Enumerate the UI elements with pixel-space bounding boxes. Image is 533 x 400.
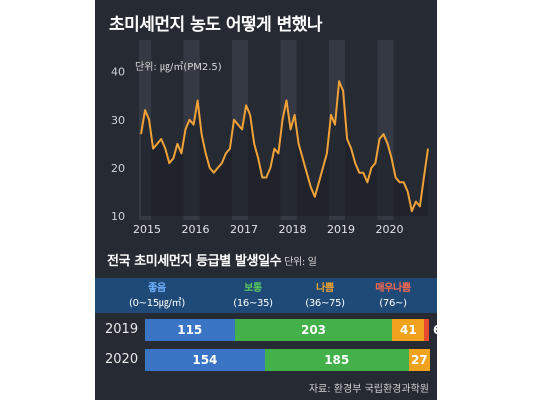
grade-segment: 154 xyxy=(145,349,265,371)
grade-good-name: 좋음 xyxy=(148,283,166,294)
line-chart-unit: 단위: ㎍/㎥(PM2.5) xyxy=(135,62,222,73)
grade-good-range: (0~15㎍/㎥) xyxy=(129,298,185,309)
bar-chart-title: 전국 초미세먼지 등급별 발생일수 단위: 일 xyxy=(107,250,317,269)
bar-chart-unit: 단위: 일 xyxy=(284,257,317,268)
x-tick-label: 2020 xyxy=(376,223,404,236)
infographic-card: 초미세먼지 농도 어떻게 변했나 10 20 30 40 2015 2016 2017 201… xyxy=(95,0,437,400)
source-note: 자료: 환경부 국립환경과학원 xyxy=(308,384,429,395)
grade-bad-header: 나쁨 (36~75) xyxy=(283,281,367,311)
year-label: 2019 xyxy=(105,322,139,337)
grade-normal-name: 보통 xyxy=(244,283,262,294)
grade-segment xyxy=(424,319,429,341)
grade-segment: 185 xyxy=(264,349,409,371)
grade-very-bad-range: (76~) xyxy=(379,298,407,309)
grade-segment-label: 6 xyxy=(433,319,437,341)
pm25-line-chart: 10 20 30 40 2015 2016 2017 2018 2019 2020 xyxy=(111,40,429,236)
y-tick-label: 40 xyxy=(111,66,125,79)
grade-segment: 115 xyxy=(145,319,235,341)
bar-chart-title-text: 전국 초미세먼지 등급별 발생일수 xyxy=(107,254,282,269)
x-tick-label: 2015 xyxy=(133,223,161,236)
x-tick-label: 2019 xyxy=(327,223,355,236)
grade-good-header: 좋음 (0~15㎍/㎥) xyxy=(115,281,199,311)
grade-segment: 41 xyxy=(392,319,425,341)
y-tick-label: 20 xyxy=(111,162,125,175)
x-tick-label: 2017 xyxy=(230,223,258,236)
line-area-fill xyxy=(141,81,428,216)
x-tick-label: 2018 xyxy=(279,223,307,236)
infographic-title: 초미세먼지 농도 어떻게 변했나 xyxy=(109,15,323,35)
grade-normal-range: (16~35) xyxy=(233,298,273,309)
y-tick-label: 30 xyxy=(111,114,125,127)
grade-very-bad-name: 매우나쁨 xyxy=(375,283,411,294)
grade-bad-name: 나쁨 xyxy=(316,283,334,294)
y-tick-label: 10 xyxy=(111,210,125,223)
grade-segment: 203 xyxy=(234,319,393,341)
grade-very-bad-header: 매우나쁨 (76~) xyxy=(351,281,435,311)
year-label: 2020 xyxy=(105,352,139,367)
grade-segment: 27 xyxy=(408,349,430,371)
grade-normal-header: 보통 (16~35) xyxy=(211,281,295,311)
pm25-series-line xyxy=(140,80,429,213)
grade-bad-range: (36~75) xyxy=(305,298,345,309)
x-tick-label: 2016 xyxy=(182,223,210,236)
grade-header-band xyxy=(95,278,437,313)
